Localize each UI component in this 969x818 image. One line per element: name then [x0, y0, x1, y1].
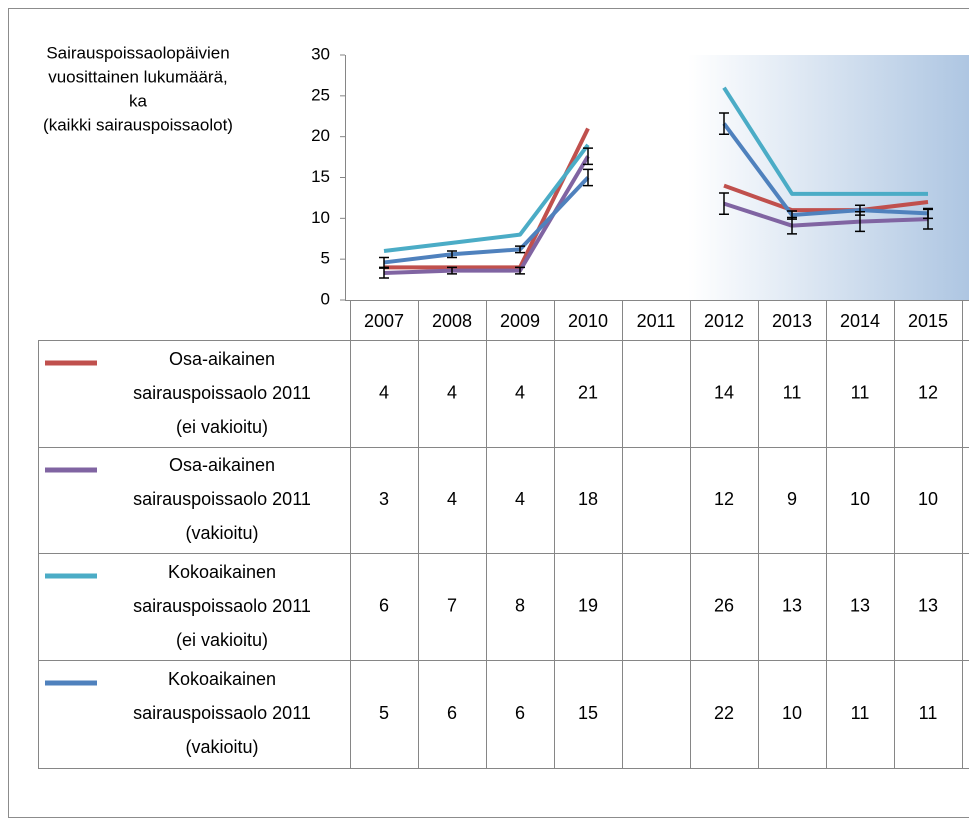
- y-tick-label: 30: [311, 44, 330, 63]
- table-value: 8: [515, 595, 525, 615]
- y-axis-title: Sairauspoissaolopäivien: [46, 43, 229, 62]
- table-value: 12: [714, 489, 734, 509]
- error-bar: [855, 204, 865, 216]
- table-value: 19: [578, 595, 598, 615]
- error-bar: [583, 168, 593, 187]
- table-value: 26: [714, 595, 734, 615]
- x-tick-label: 2010: [568, 311, 608, 331]
- table-value: 4: [379, 382, 389, 402]
- table-value: 11: [851, 703, 870, 723]
- error-bar: [583, 147, 593, 166]
- table-value: 18: [578, 489, 598, 509]
- table-value: 11: [783, 382, 802, 402]
- x-tick-label: 2014: [840, 311, 880, 331]
- table-value: 21: [578, 382, 598, 402]
- x-tick-label: 2007: [364, 311, 404, 331]
- y-tick-label: 15: [311, 167, 330, 186]
- y-axis-title: (kaikki sairauspoissaolot): [43, 115, 233, 134]
- table-value: 14: [714, 382, 734, 402]
- table-value: 10: [850, 489, 870, 509]
- table-value: 5: [379, 703, 389, 723]
- table-value: 4: [447, 489, 457, 509]
- error-bar: [379, 267, 389, 279]
- error-bar: [515, 266, 525, 275]
- series-line: [383, 86, 928, 253]
- y-tick-label: 5: [321, 249, 330, 268]
- legend-label: Osa-aikainen sairauspoissaolo 2011 (vaki…: [133, 455, 311, 543]
- series-line: [384, 127, 929, 270]
- error-bar: [719, 192, 729, 215]
- table-value: 11: [851, 382, 870, 402]
- x-tick-label: 2008: [432, 311, 472, 331]
- table-value: 13: [850, 595, 870, 615]
- error-bar: [719, 112, 729, 135]
- error-bar: [379, 256, 389, 269]
- table-value: 6: [379, 595, 389, 615]
- y-tick-label: 10: [311, 208, 330, 227]
- x-tick-label: 2013: [772, 311, 812, 331]
- y-tick-label: 25: [311, 85, 330, 104]
- series-line: [383, 122, 929, 265]
- legend-label: Osa-aikainen sairauspoissaolo 2011 (ei v…: [133, 348, 311, 437]
- table-value: 22: [714, 703, 734, 723]
- table-value: 13: [782, 595, 802, 615]
- error-bar: [515, 245, 525, 254]
- y-tick-label: 20: [311, 126, 330, 145]
- y-tick-label: 0: [321, 289, 330, 308]
- y-axis-title: vuosittainen lukumäärä,: [48, 67, 228, 86]
- error-bar: [787, 210, 797, 220]
- table-value: 3: [379, 489, 389, 509]
- table-value: 4: [515, 382, 525, 402]
- y-axis-title: ka: [129, 91, 148, 110]
- table-value: 6: [447, 703, 457, 723]
- error-bar: [447, 266, 457, 275]
- table-value: 6: [515, 703, 525, 723]
- table-value: 4: [447, 382, 457, 402]
- x-tick-label: 2009: [500, 311, 540, 331]
- table-value: 15: [578, 703, 598, 723]
- x-tick-label: 2011: [637, 311, 676, 331]
- error-bar: [923, 207, 933, 220]
- table-value: 10: [782, 703, 802, 723]
- table-value: 12: [918, 382, 938, 402]
- error-bar: [447, 250, 457, 259]
- table-value: 7: [447, 595, 457, 615]
- table-value: 13: [918, 595, 938, 615]
- table-value: 4: [515, 489, 525, 509]
- legend-label: Kokoaikainen sairauspoissaolo 2011 (vaki…: [133, 669, 311, 757]
- plot-area: [345, 55, 969, 300]
- x-tick-label: 2015: [908, 311, 948, 331]
- table-value: 10: [918, 489, 938, 509]
- table-value: 11: [919, 703, 938, 723]
- table-value: 9: [787, 489, 797, 509]
- legend-label: Kokoaikainen sairauspoissaolo 2011 (ei v…: [133, 561, 311, 650]
- x-tick-label: 2012: [704, 311, 744, 331]
